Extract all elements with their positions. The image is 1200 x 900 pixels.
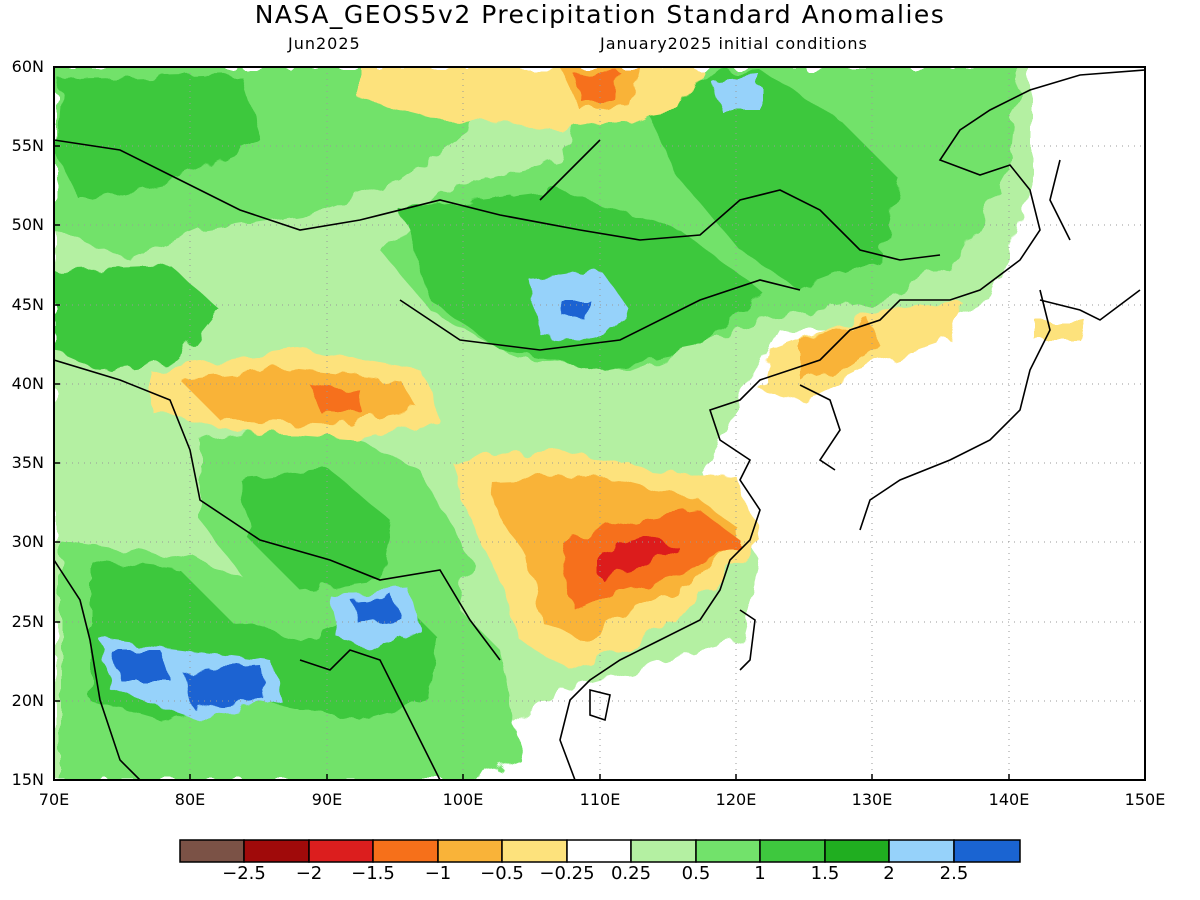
colorbar-label: −2 [295,863,323,884]
lon-label-140e: 140E [988,790,1030,809]
west-siberia-wet [54,75,260,200]
initial-conditions: January2025 initial conditions [600,34,868,53]
east-siberia-wet [640,70,900,290]
lat-label-35n: 35N [11,453,44,472]
central-india-heavy-wet [110,650,265,710]
tarim-max-dry [310,385,365,415]
colorbar [179,839,1021,863]
lon-label-150e: 150E [1124,790,1166,809]
colorbar-label: −0.5 [480,863,524,884]
lon-label-100e: 100E [442,790,484,809]
colorbar-label: 1 [754,863,766,884]
lat-label-40n: 40N [11,374,44,393]
colorbar-label: 0.25 [610,863,652,884]
lat-label-50n: 50N [11,215,44,234]
colorbar-label: 2.5 [939,863,969,884]
yangtze-max-dry [600,538,680,578]
bangladesh-max-wet [350,598,400,625]
colorbar-box-2 [308,839,374,863]
axis-ticks [54,66,1010,781]
colorbar-box-4 [437,839,503,863]
colorbar-box-10 [824,839,890,863]
tibet-mid-wet [240,470,390,590]
colorbar-box-11 [888,839,955,863]
colorbar-box-0 [179,839,245,863]
colorbar-label: −2.5 [222,863,266,884]
hokkaido-dry [1035,320,1085,340]
lat-label-20n: 20N [11,691,44,710]
colorbar-box-7 [630,839,697,863]
central-asia-wet [54,265,220,370]
colorbar-label: −0.25 [539,863,595,884]
colorbar-box-3 [372,839,439,863]
gridlines [54,67,1145,780]
lat-label-25n: 25N [11,612,44,631]
lat-label-15n: 15N [11,770,44,789]
colorbar-box-8 [695,839,761,863]
korea-mid-dry [800,320,880,380]
colorbar-label: 1.5 [810,863,840,884]
lon-label-120e: 120E [715,790,757,809]
colorbar-box-1 [243,839,310,863]
siberia-heavy-wet [710,75,760,110]
colorbar-label: −1.5 [351,863,395,884]
lat-label-55n: 55N [11,136,44,155]
anomaly-field [54,67,1145,780]
siberia-core-dry [575,72,620,100]
lat-label-30n: 30N [11,532,44,551]
colorbar-label: 0.5 [681,863,711,884]
lon-label-130e: 130E [851,790,893,809]
lon-label-70e: 70E [38,790,70,809]
colorbar-box-6 [566,839,632,863]
colorbar-label: −1 [424,863,452,884]
forecast-month: Jun2025 [288,34,361,53]
colorbar-label: 2 [883,863,895,884]
lat-label-60n: 60N [11,57,44,76]
colorbar-box-9 [759,839,826,863]
lat-label-45n: 45N [11,295,44,314]
map-title: NASA_GEOS5v2 Precipitation Standard Anom… [254,0,946,29]
lon-label-90e: 90E [311,790,343,809]
colorbar-box-12 [953,839,1021,863]
lon-label-80e: 80E [174,790,206,809]
coastlines [54,69,1145,780]
lon-label-110e: 110E [579,790,621,809]
colorbar-box-5 [501,839,568,863]
